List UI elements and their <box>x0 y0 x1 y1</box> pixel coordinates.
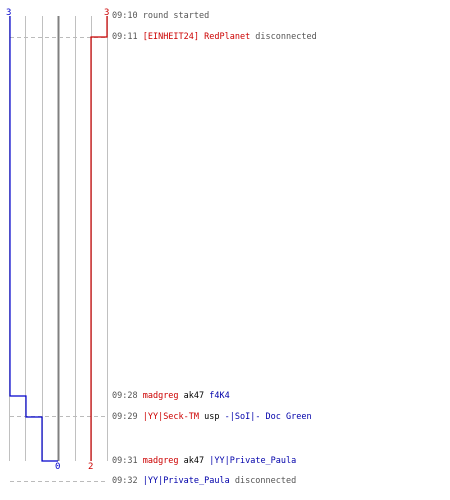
score-label-right-top: 3 <box>104 8 109 18</box>
score-label-right-bottom: 2 <box>88 462 93 472</box>
blue-team-line <box>9 16 58 462</box>
red-team-line <box>90 16 108 461</box>
score-label-left-top: 3 <box>6 8 11 18</box>
score-label-left-bottom: 0 <box>55 462 60 472</box>
